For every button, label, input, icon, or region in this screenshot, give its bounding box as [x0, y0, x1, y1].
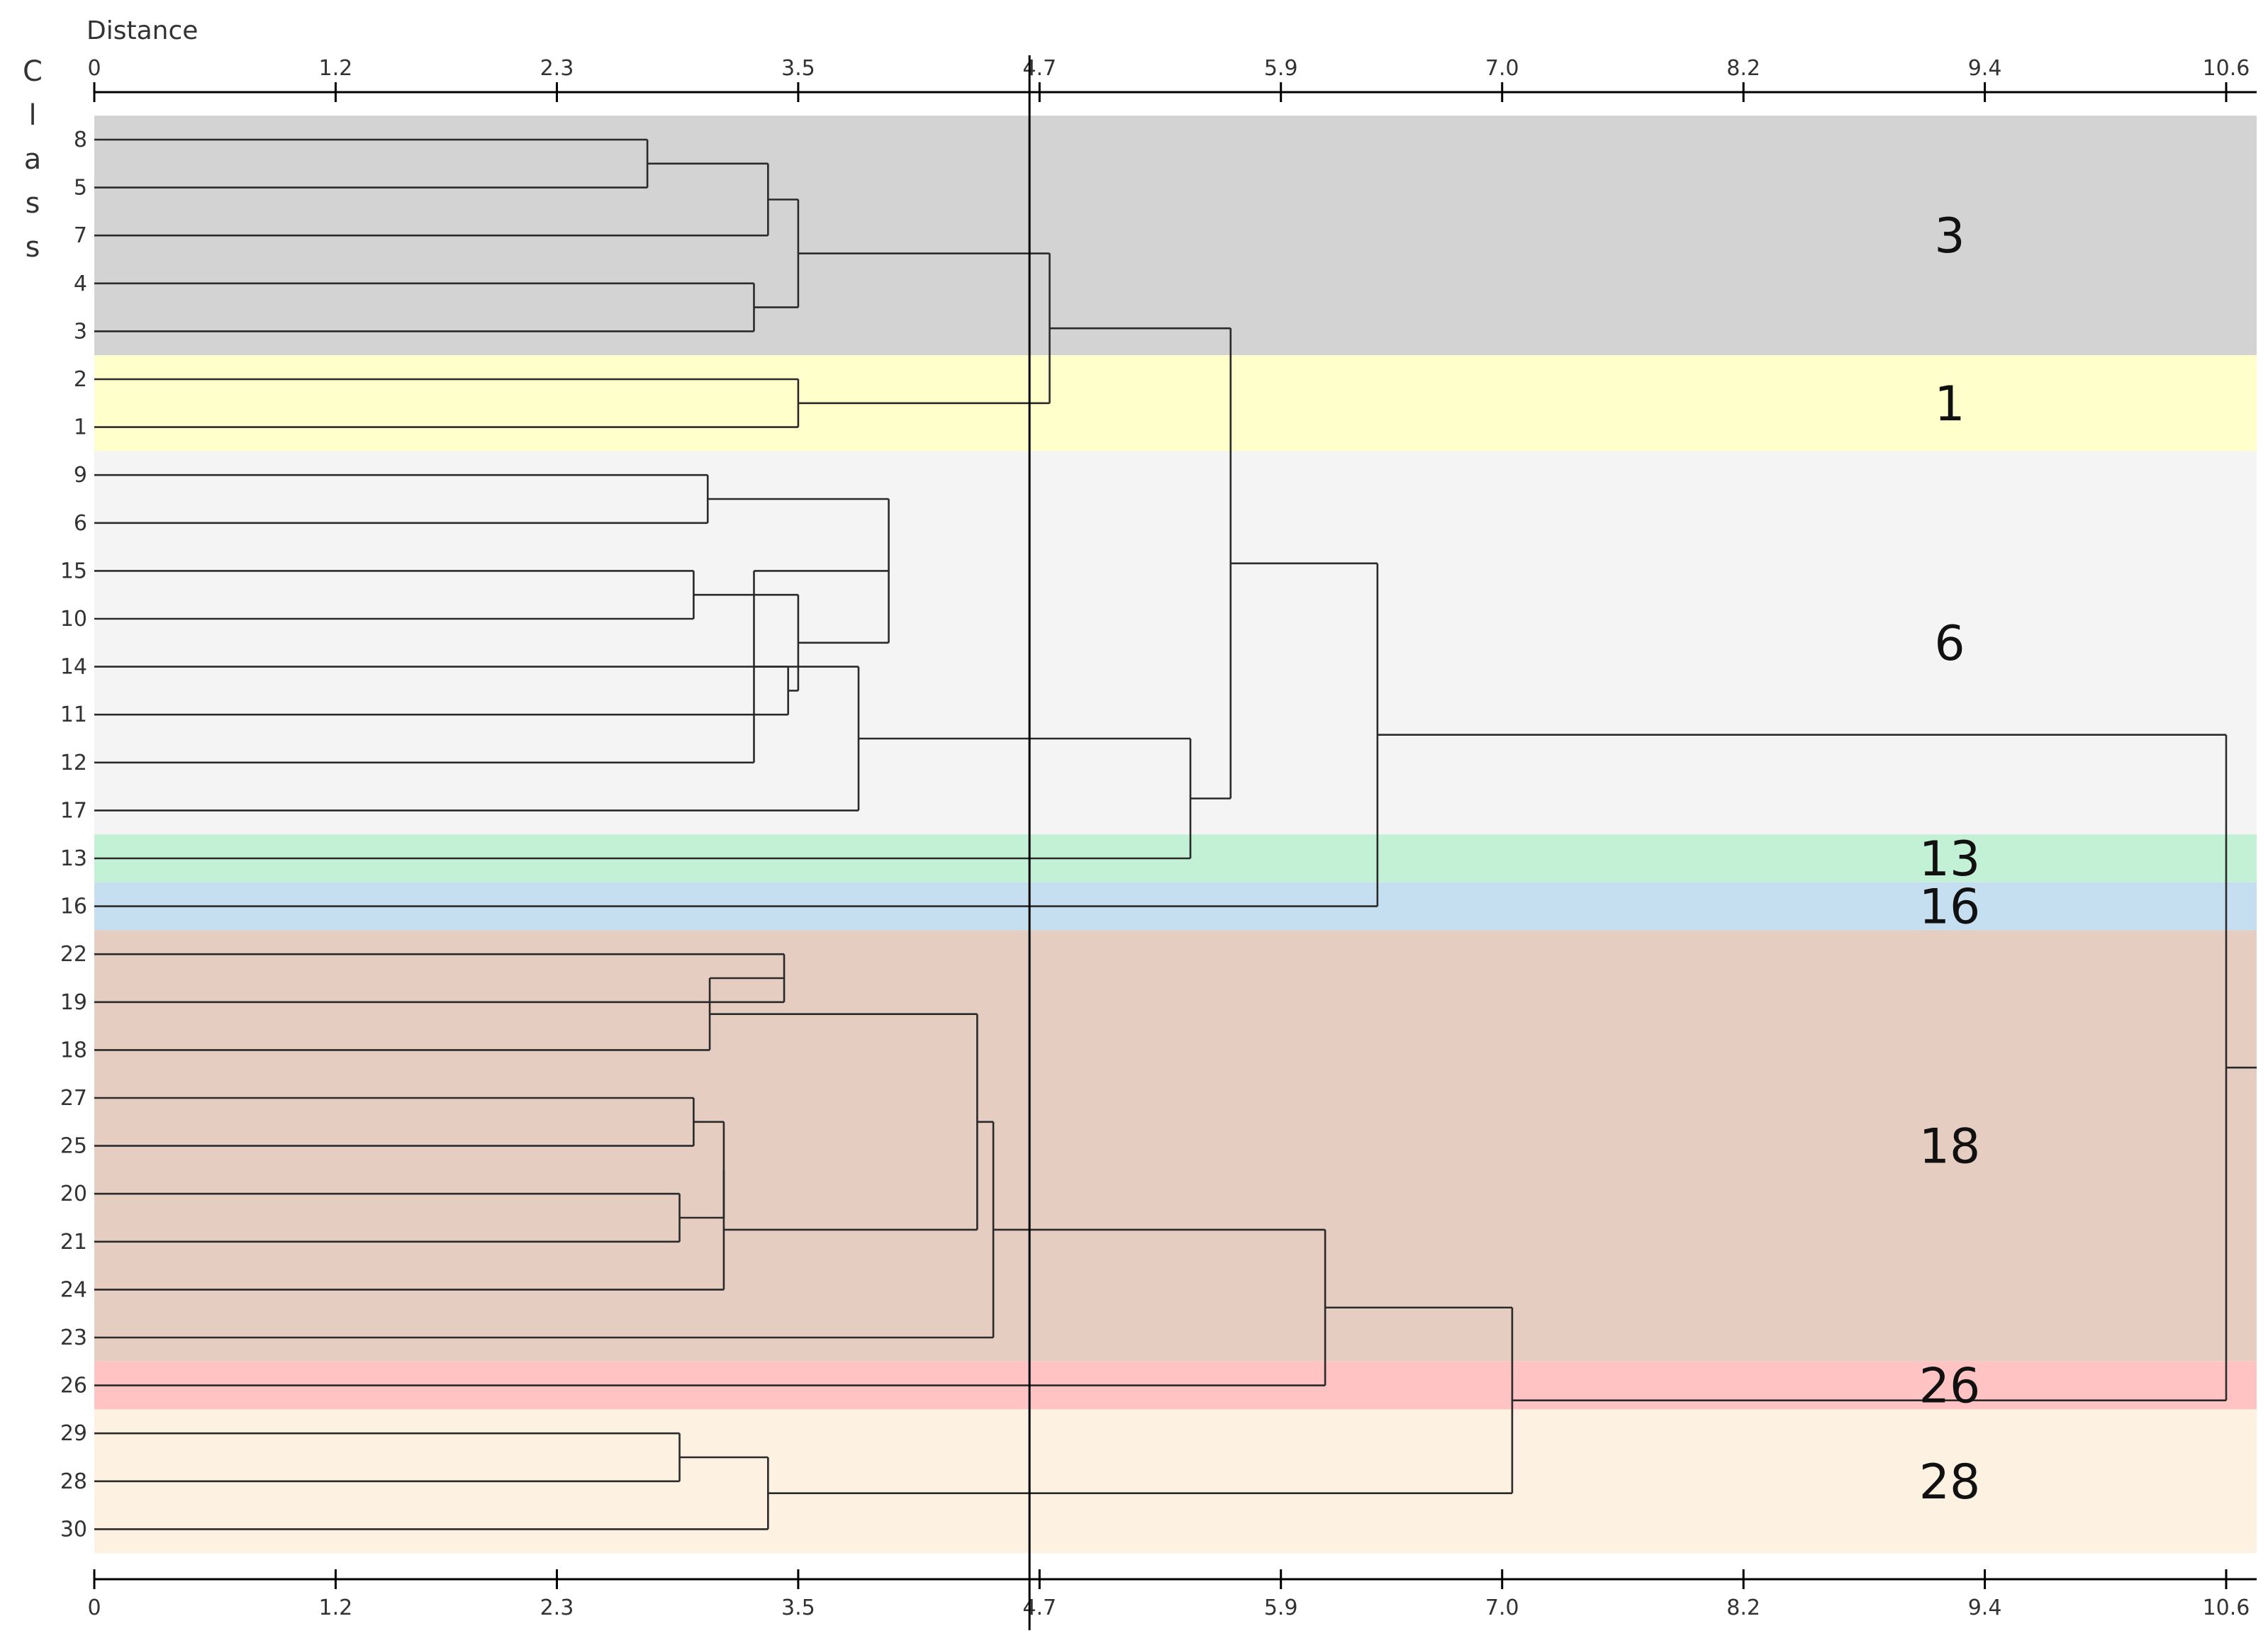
bottom-tick-label: 7.0: [1485, 1596, 1519, 1620]
top-tick-label: 7.0: [1485, 56, 1519, 81]
bottom-distance-axis: 0 1.2 2.3 3.5 4.7 5.9 7.0 8.2 9.4 10.6: [87, 1569, 2257, 1620]
bottom-tick-label: 8.2: [1726, 1596, 1760, 1620]
top-tick-label: 9.4: [1968, 56, 2002, 81]
leaf-label-4: 4: [74, 271, 87, 296]
cluster-band-6: [94, 451, 2257, 835]
top-tick-label: 1.2: [319, 56, 353, 81]
leaf-label-16: 16: [60, 895, 87, 919]
bottom-tick-label: 0: [87, 1596, 101, 1620]
cluster-label-6: 6: [1934, 616, 1965, 672]
leaf-label-8: 8: [74, 128, 87, 152]
cluster-band-1: [94, 355, 2257, 452]
bottom-tick-label: 5.9: [1264, 1596, 1298, 1620]
leaf-label-26: 26: [60, 1374, 87, 1398]
x-axis-title: Distance: [86, 16, 198, 45]
top-tick-label: 3.5: [781, 56, 815, 81]
y-title-letter: a: [24, 143, 42, 176]
leaf-label-25: 25: [60, 1134, 87, 1159]
leaf-label-14: 14: [60, 655, 87, 680]
leaf-label-28: 28: [60, 1469, 87, 1494]
cluster-label-3: 3: [1934, 208, 1965, 264]
leaf-label-5: 5: [74, 176, 87, 201]
leaf-label-10: 10: [60, 607, 87, 632]
leaf-label-30: 30: [60, 1517, 87, 1542]
leaf-label-11: 11: [60, 702, 87, 727]
leaf-labels: 8574321961510141112171316221918272520212…: [60, 128, 87, 1542]
bottom-tick-label: 2.3: [540, 1596, 574, 1620]
leaf-label-12: 12: [60, 751, 87, 775]
leaf-label-7: 7: [74, 223, 87, 248]
top-tick-label: 10.6: [2203, 56, 2250, 81]
bottom-tick-label: 3.5: [781, 1596, 815, 1620]
cluster-label-26: 26: [1919, 1359, 1981, 1415]
cluster-label-1: 1: [1934, 376, 1965, 432]
top-tick-label: 8.2: [1726, 56, 1760, 81]
leaf-label-6: 6: [74, 511, 87, 536]
leaf-label-2: 2: [74, 367, 87, 392]
leaf-label-13: 13: [60, 846, 87, 871]
top-distance-axis: 0 1.2 2.3 3.5 4.7 5.9 7.0 8.2 9.4 10.6: [87, 56, 2257, 102]
bottom-tick-label: 1.2: [319, 1596, 353, 1620]
leaf-label-15: 15: [60, 559, 87, 583]
top-tick-label: 5.9: [1264, 56, 1298, 81]
cluster-label-13: 13: [1919, 831, 1981, 887]
bottom-tick-label: 10.6: [2203, 1596, 2250, 1620]
bottom-tick-label: 9.4: [1968, 1596, 2002, 1620]
y-title-letter: s: [26, 187, 40, 220]
leaf-label-1: 1: [74, 415, 87, 440]
leaf-label-19: 19: [60, 990, 87, 1015]
leaf-label-9: 9: [74, 463, 87, 488]
cluster-label-18: 18: [1919, 1119, 1981, 1175]
y-title-letter: C: [23, 55, 43, 88]
leaf-label-20: 20: [60, 1182, 87, 1206]
cluster-label-28: 28: [1919, 1454, 1981, 1510]
bottom-tick-label: 4.7: [1022, 1596, 1056, 1620]
leaf-label-21: 21: [60, 1230, 87, 1255]
leaf-label-22: 22: [60, 942, 87, 967]
leaf-label-29: 29: [60, 1421, 87, 1446]
leaf-label-18: 18: [60, 1038, 87, 1062]
top-tick-label: 0: [87, 56, 101, 81]
leaf-label-24: 24: [60, 1277, 87, 1302]
top-tick-label: 4.7: [1022, 56, 1056, 81]
leaf-label-27: 27: [60, 1086, 87, 1111]
top-tick-label: 2.3: [540, 56, 574, 81]
leaf-label-3: 3: [74, 319, 87, 344]
y-title-letter: s: [26, 231, 40, 264]
leaf-label-23: 23: [60, 1325, 87, 1350]
y-title-letter: l: [28, 99, 36, 132]
cluster-label-16: 16: [1919, 880, 1981, 936]
dendrogram-tree: [94, 138, 2257, 1530]
leaf-label-17: 17: [60, 798, 87, 823]
